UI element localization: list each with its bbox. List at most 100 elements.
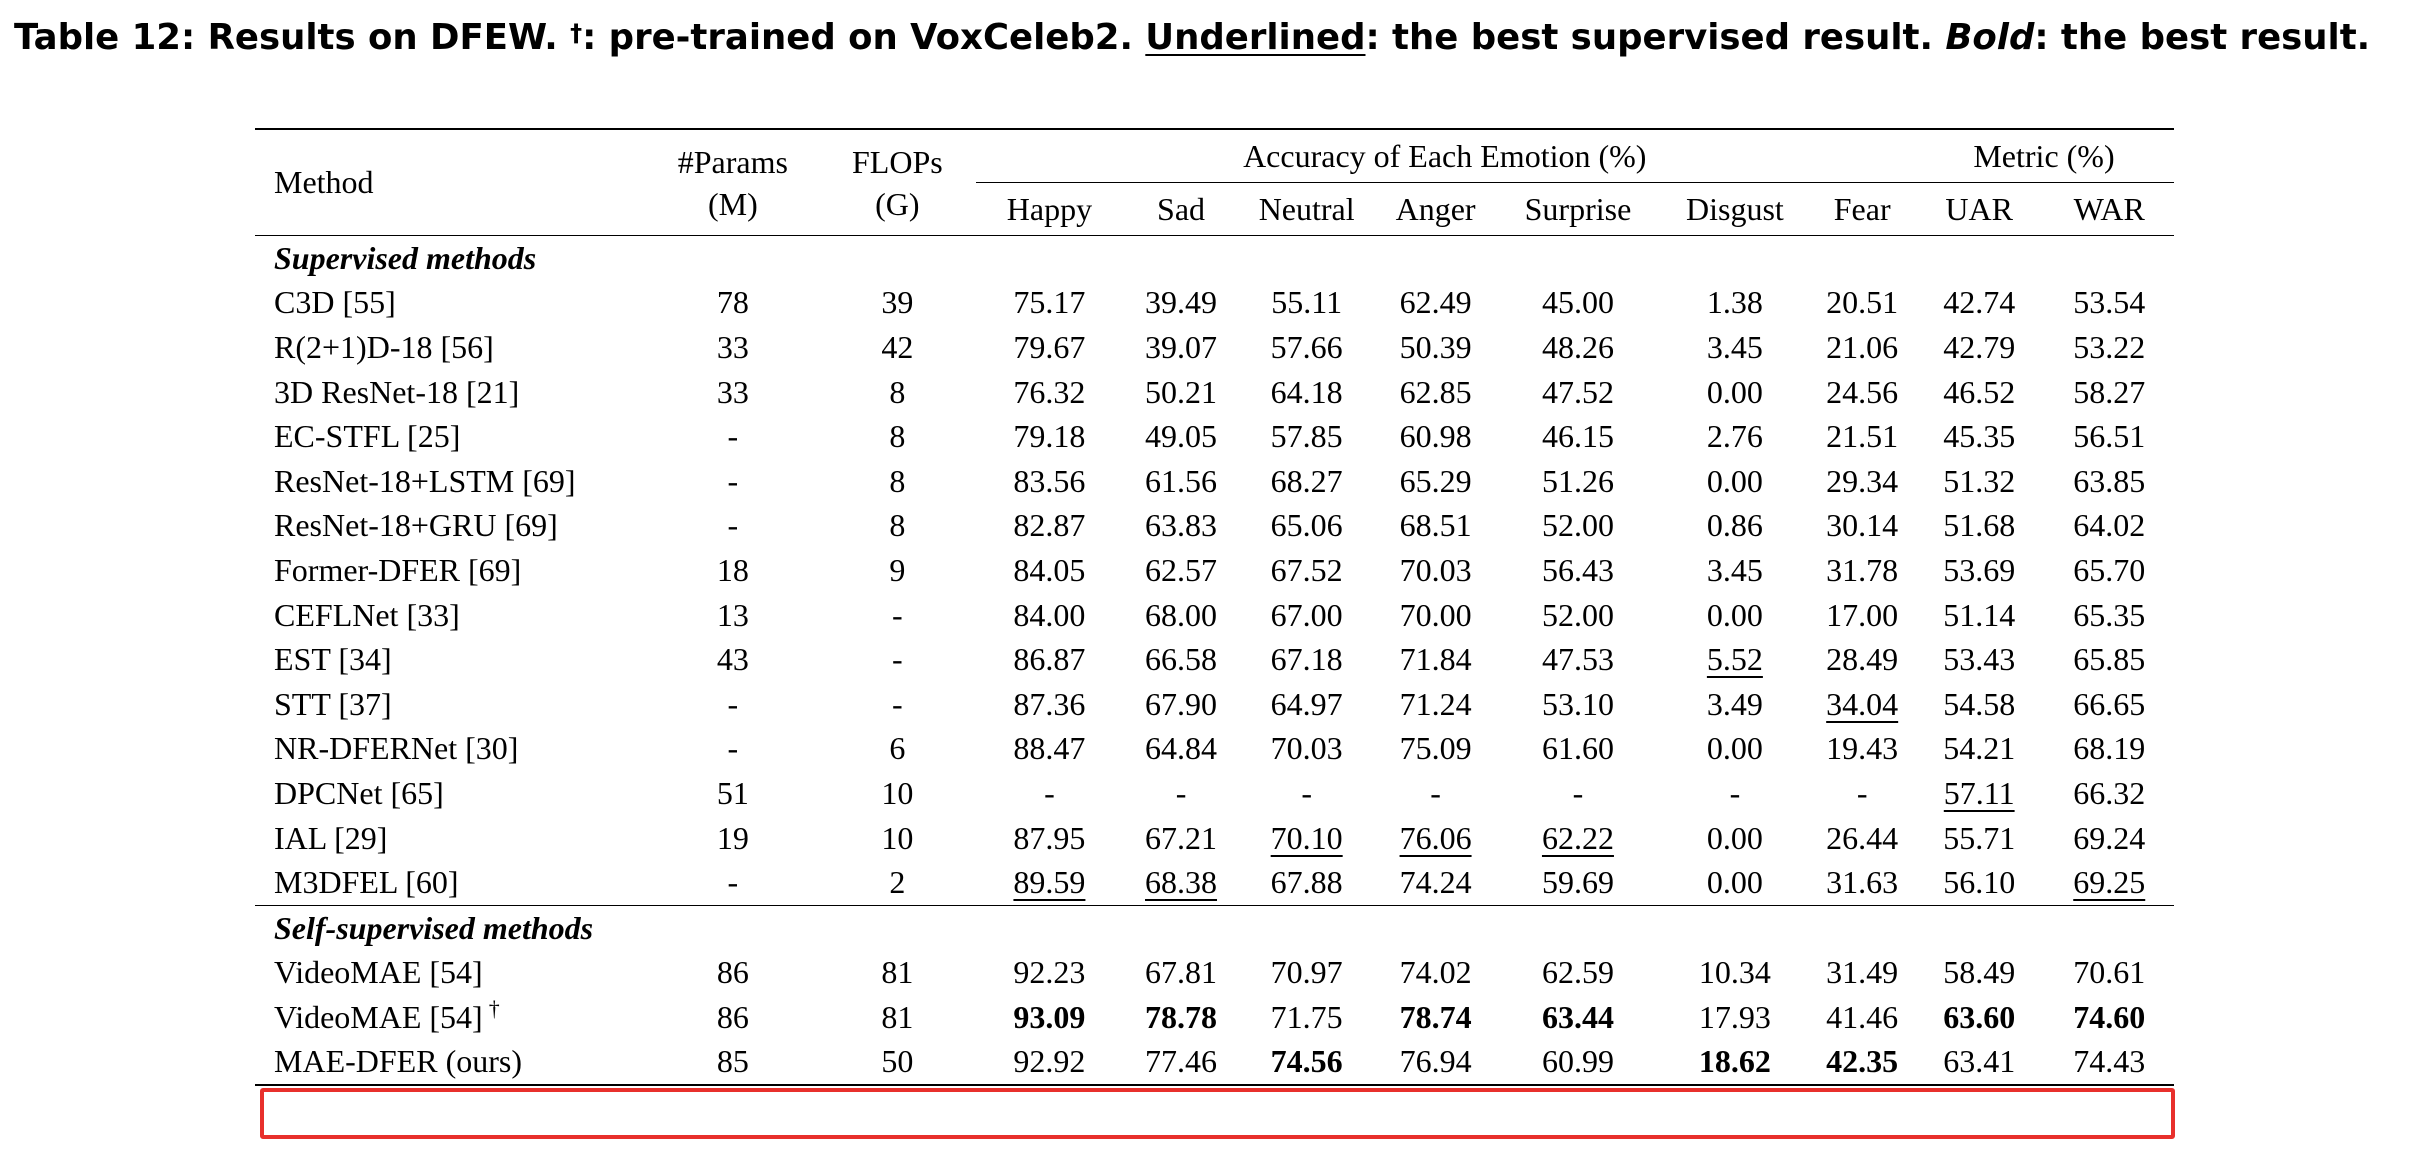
cell-value: 31.63 (1826, 864, 1899, 901)
cell-value: 64.84 (1145, 730, 1218, 767)
cell-value: 70.97 (1270, 954, 1343, 991)
cell-value: 39 (881, 284, 914, 321)
table-cell: 69.25 (2044, 860, 2174, 905)
cell-value: 53.69 (1943, 551, 2016, 588)
table-cell: 78.74 (1375, 995, 1497, 1040)
method-label: CEFLNet [33] (274, 596, 460, 633)
method-name: M3DFEL [60] (255, 860, 647, 905)
table-caption: Table 12: Results on DFEW. †: pre-traine… (14, 8, 2414, 71)
table-cell: 53.43 (1914, 637, 2045, 682)
header-emotion: Neutral (1258, 190, 1355, 227)
cell-value: 26.44 (1826, 819, 1899, 856)
table-cell: 68.27 (1239, 459, 1375, 504)
table-cell: - (647, 727, 820, 772)
cell-value: 64.97 (1270, 685, 1343, 722)
table-cell: 41.46 (1810, 995, 1914, 1040)
table-cell: 58.27 (2044, 370, 2174, 415)
cell-value: 8 (889, 418, 906, 455)
cell-value: 39.07 (1145, 328, 1218, 365)
table-cell: 31.49 (1810, 951, 1914, 996)
table-cell: 74.43 (2044, 1040, 2174, 1086)
cell-value: 86 (716, 998, 749, 1035)
header-emotion: Disgust (1686, 190, 1784, 227)
dagger-symbol: † (488, 995, 500, 1021)
table-cell: 70.00 (1375, 593, 1497, 638)
method-label: DPCNet [65] (274, 774, 444, 811)
cell-value: 92.92 (1013, 1043, 1086, 1080)
cell-value: 51.14 (1943, 596, 2016, 633)
table-cell: 26.44 (1810, 816, 1914, 861)
cell-value: 18 (716, 551, 749, 588)
cell-value: 79.67 (1013, 328, 1086, 365)
cell-value: 86.87 (1013, 641, 1086, 678)
cell-value: - (727, 507, 739, 544)
cell-value: 47.52 (1541, 373, 1614, 410)
table-cell: 71.24 (1375, 682, 1497, 727)
table-cell: 0.00 (1659, 593, 1810, 638)
table-cell: 49.05 (1123, 414, 1238, 459)
cell-value: 20.51 (1826, 284, 1899, 321)
table-cell: - (819, 593, 975, 638)
cell-value: 53.22 (2073, 328, 2146, 365)
cell-value: 63.60 (1943, 998, 2016, 1035)
table-row: MAE-DFER (ours) 85 50 92.92 77.46 74.56 76.94 6… (255, 1040, 2174, 1086)
cell-value: 57.66 (1270, 328, 1343, 365)
table-cell: - (976, 771, 1124, 816)
cell-value: 83.56 (1013, 462, 1086, 499)
table-cell: 19 (647, 816, 820, 861)
table-cell: - (647, 414, 820, 459)
table-cell: 39.49 (1123, 281, 1238, 326)
table-cell: 39 (819, 281, 975, 326)
table-cell: 65.29 (1375, 459, 1497, 504)
table-cell: - (1375, 771, 1497, 816)
caption-text: Table 12: Results on DFEW. (14, 17, 571, 58)
table-cell: 8 (819, 370, 975, 415)
table-cell: 62.22 (1497, 816, 1660, 861)
cell-value: 71.75 (1270, 998, 1343, 1035)
table-cell: 42.79 (1914, 325, 2045, 370)
cell-value: 43 (716, 641, 749, 678)
table-cell: 68.00 (1123, 593, 1238, 638)
cell-value: 24.56 (1826, 373, 1899, 410)
header-flops-label: FLOPs (851, 143, 943, 180)
table-row: 3D ResNet-18 [21] 33 8 76.32 50.21 64.18 62.85… (255, 370, 2174, 415)
cell-value: 74.24 (1399, 864, 1472, 901)
table-cell: 50 (819, 1040, 975, 1086)
table-cell: - (1810, 771, 1914, 816)
cell-value: 66.58 (1145, 641, 1218, 678)
table-cell: 18 (647, 548, 820, 593)
method-name: R(2+1)D-18 [56] (255, 325, 647, 370)
table-cell: 67.52 (1239, 548, 1375, 593)
cell-value: 10.34 (1698, 954, 1771, 991)
table-cell: 71.75 (1239, 995, 1375, 1040)
cell-value: 46.52 (1943, 373, 2016, 410)
table-cell: 8 (819, 504, 975, 549)
table-cell: 45.00 (1497, 281, 1660, 326)
table-cell: 9 (819, 548, 975, 593)
table-cell: 8 (819, 414, 975, 459)
method-name: EST [34] (255, 637, 647, 682)
cell-value: - (1430, 774, 1441, 811)
cell-value: 79.18 (1013, 418, 1086, 455)
cell-value: 63.44 (1541, 998, 1614, 1035)
cell-value: 0.00 (1706, 864, 1763, 901)
cell-value: 61.60 (1541, 730, 1614, 767)
table-cell: 66.32 (2044, 771, 2174, 816)
results-table-container: Method #Params (M) FLOPs (G) Accuracy of E… (255, 128, 2174, 1086)
cell-value: 65.85 (2073, 641, 2146, 678)
cell-value: 31.78 (1826, 551, 1899, 588)
method-label: MAE-DFER (ours) (274, 1043, 522, 1080)
method-label: Former-DFER [69] (274, 551, 522, 588)
table-cell: 67.00 (1239, 593, 1375, 638)
cell-value: - (892, 596, 903, 633)
cell-value: 77.46 (1145, 1043, 1218, 1080)
table-cell: 54.58 (1914, 682, 2045, 727)
table-cell: 56.51 (2044, 414, 2174, 459)
header-emotion: Fear (1833, 190, 1891, 227)
cell-value: 53.10 (1541, 685, 1614, 722)
method-name: Former-DFER [69] (255, 548, 647, 593)
table-cell: 68.38 (1123, 860, 1238, 905)
table-cell: 65.85 (2044, 637, 2174, 682)
cell-value: 45.35 (1943, 418, 2016, 455)
table-cell: 76.32 (976, 370, 1124, 415)
